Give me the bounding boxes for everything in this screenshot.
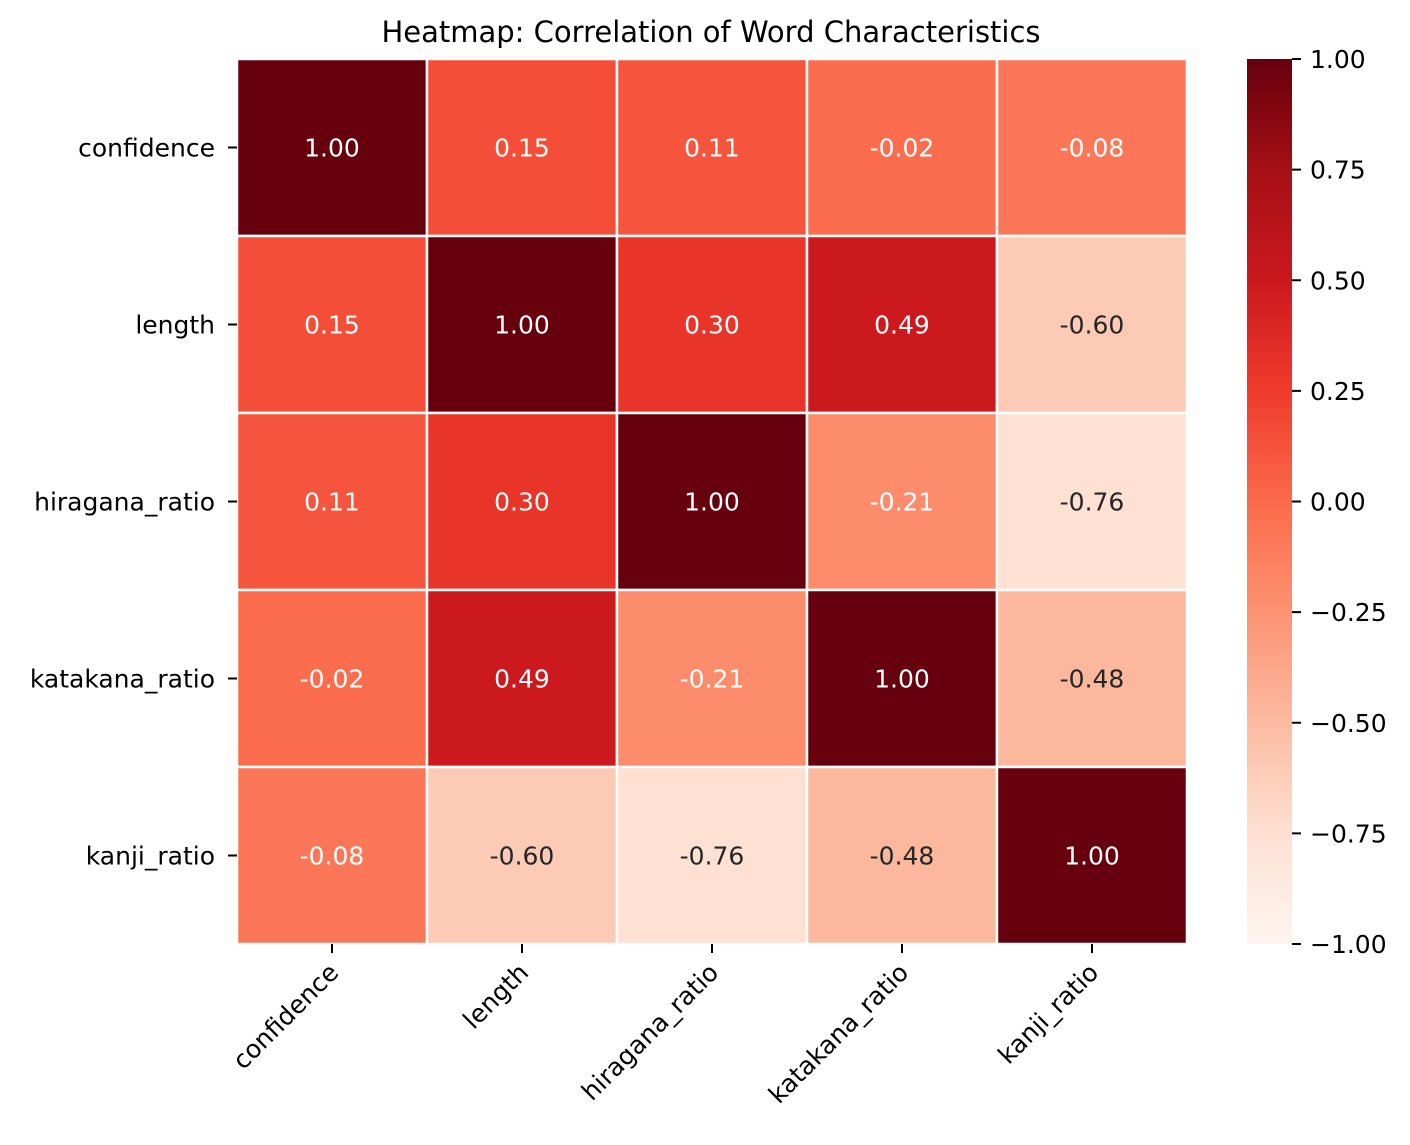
cell-value-label: 1.00: [874, 665, 930, 694]
heatmap-cell: [425, 765, 619, 946]
heatmap-cell: [235, 765, 429, 946]
y-axis: confidence length hiragana_ratio katakana_r…: [30, 134, 237, 871]
heatmap-cell: [805, 411, 999, 592]
colorbar-tick-label: −0.50: [1310, 709, 1387, 738]
cell-value-label: 0.11: [684, 134, 740, 163]
colorbar-tick-label: 0.00: [1310, 488, 1366, 517]
heatmap-cell: [615, 411, 809, 592]
cell-value-label: -0.60: [490, 842, 555, 871]
cell-value-label: -0.76: [680, 842, 745, 871]
cell-value-label: 0.11: [304, 488, 360, 517]
cell-value-label: -0.08: [300, 842, 365, 871]
heatmap-cell: [805, 57, 999, 238]
x-tick-label: hiragana_ratio: [576, 958, 724, 1106]
cell-value-label: -0.60: [1060, 311, 1125, 340]
colorbar-tick-label: −0.75: [1310, 819, 1387, 848]
colorbar-tick-label: 0.50: [1310, 266, 1366, 295]
colorbar-tick-label: 0.75: [1310, 156, 1366, 185]
heatmap-cell-labels: 1.00 0.15 0.11 -0.02 -0.08 0.15 1.00 0.30 0.49 -0…: [300, 134, 1125, 871]
heatmap-cell: [425, 588, 619, 769]
heatmap-cell: [425, 411, 619, 592]
x-tick-label: confidence: [227, 958, 344, 1075]
cell-value-label: 1.00: [494, 311, 550, 340]
cell-value-label: -0.21: [680, 665, 745, 694]
chart-title: Heatmap: Correlation of Word Characteris…: [381, 15, 1040, 49]
y-tick-label: katakana_ratio: [30, 665, 215, 694]
heatmap-cell: [615, 234, 809, 415]
heatmap-cells: [235, 57, 1189, 946]
colorbar-gradient: [1247, 59, 1292, 944]
colorbar-tick-label: −0.25: [1310, 598, 1387, 627]
colorbar-tick-label: 1.00: [1310, 45, 1366, 74]
cell-value-label: -0.21: [870, 488, 935, 517]
cell-value-label: 0.30: [494, 488, 550, 517]
heatmap-cell: [615, 57, 809, 238]
cell-value-label: 0.30: [684, 311, 740, 340]
y-tick-label: confidence: [78, 134, 215, 163]
heatmap-cell: [615, 588, 809, 769]
cell-value-label: 0.49: [494, 665, 550, 694]
cell-value-label: 1.00: [684, 488, 740, 517]
cell-value-label: -0.48: [1060, 665, 1125, 694]
cell-value-label: 0.49: [874, 311, 930, 340]
y-tick-label: length: [135, 311, 215, 340]
cell-value-label: -0.08: [1060, 134, 1125, 163]
heatmap-cell: [235, 57, 429, 238]
x-axis: confidence length hiragana_ratio katakana_r…: [227, 944, 1104, 1109]
cell-value-label: 1.00: [304, 134, 360, 163]
heatmap-cell: [235, 234, 429, 415]
heatmap-cell: [425, 57, 619, 238]
cell-value-label: -0.48: [870, 842, 935, 871]
cell-value-label: -0.76: [1060, 488, 1125, 517]
x-tick-label: katakana_ratio: [763, 958, 914, 1109]
cell-value-label: -0.02: [870, 134, 935, 163]
y-tick-label: kanji_ratio: [86, 842, 215, 871]
heatmap-cell: [995, 588, 1189, 769]
heatmap-cell: [995, 234, 1189, 415]
colorbar: 1.00 0.75 0.50 0.25 0.00 −0.25 −0.50 −0.75 −1.00: [1247, 45, 1387, 959]
cell-value-label: -0.02: [300, 665, 365, 694]
colorbar-tick-label: 0.25: [1310, 377, 1366, 406]
y-tick-label: hiragana_ratio: [34, 488, 215, 517]
heatmap-cell: [615, 765, 809, 946]
heatmap-cell: [805, 588, 999, 769]
x-tick-label: length: [457, 958, 534, 1035]
x-tick-label: kanji_ratio: [992, 958, 1104, 1070]
heatmap-cell: [995, 765, 1189, 946]
colorbar-tick-label: −1.00: [1310, 930, 1387, 959]
cell-value-label: 0.15: [494, 134, 550, 163]
heatmap-cell: [995, 411, 1189, 592]
heatmap-cell: [995, 57, 1189, 238]
cell-value-label: 0.15: [304, 311, 360, 340]
cell-value-label: 1.00: [1064, 842, 1120, 871]
